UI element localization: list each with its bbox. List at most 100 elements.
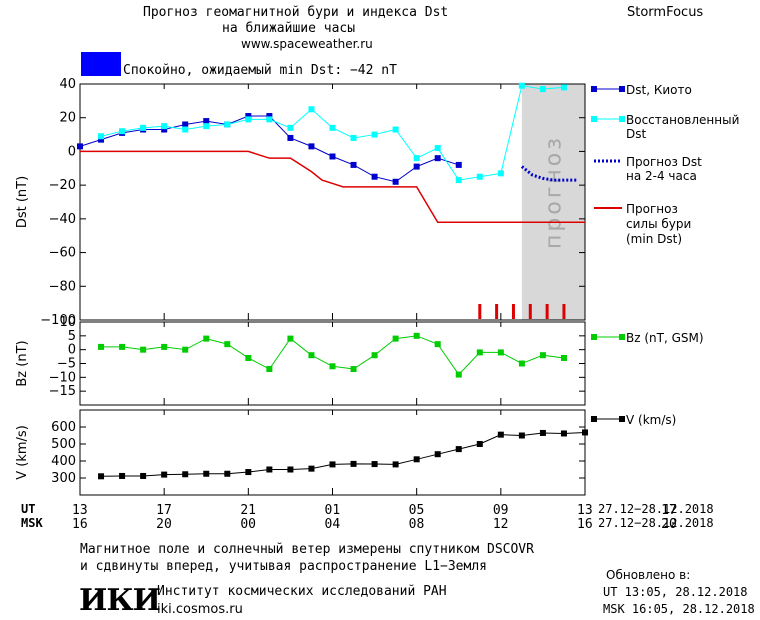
footer-note-2: и сдвинуты вперед, учитывая распростране… [80,559,487,574]
y-axis-label: V (km/s) [15,425,30,480]
x-tick-label-msk: 08 [409,517,425,532]
data-point [371,131,378,138]
series-line [80,150,585,223]
y-tick-label: −20 [49,178,76,193]
x-tick-label-msk: 20 [661,517,677,532]
x-tick-label-ut: 13 [72,503,88,518]
data-point [245,354,252,361]
data-point [455,161,462,168]
y-tick-label: 0 [68,343,76,358]
legend-symbol-bz [591,334,625,340]
legend-square [591,86,597,92]
y-tick-label: −10 [49,370,76,385]
legend-square [619,416,625,422]
legend-dst-restored-2: Dst [626,127,647,141]
data-point [161,343,168,350]
series-dotted-line [520,165,577,182]
x-tick-label-ut: 09 [493,503,509,518]
data-point [413,332,420,339]
legend-square [591,116,597,122]
data-point [266,466,273,473]
legend-dst-forecast: Прогноз Dst [626,155,702,169]
ut-date-range: 27.12−28.12.2018 [598,502,714,516]
data-point [287,466,294,473]
chart-title: Прогноз геомагнитной бури и индекса Dst [143,5,449,20]
msk-date-range: 27.12−28.12.2018 [598,516,714,530]
data-point [329,153,336,160]
legend-square [619,116,625,122]
x-tick-label-msk: 16 [577,517,593,532]
data-point [203,470,210,477]
data-point [161,123,168,130]
data-point [560,430,567,437]
y-tick-label: 5 [68,329,76,344]
legend-dst-restored: Восстановленный [626,113,740,127]
series-line [100,85,564,181]
updated-label: Обновлено в: [606,568,691,582]
x-tick-label-ut: 01 [325,503,341,518]
y-tick-label: 20 [59,111,76,126]
updated-ut: UT 13:05, 28.12.2018 [603,585,748,599]
msk-label: MSK [21,516,43,530]
y-tick-label: 0 [68,144,76,159]
legend-symbol-dst-kyoto [591,86,625,92]
data-point [182,121,189,128]
data-point [245,116,252,123]
y-tick-label: 40 [59,77,76,92]
legend-storm: Прогноз [626,202,678,216]
data-point [287,134,294,141]
institute-site[interactable]: iki.cosmos.ru [157,602,243,617]
data-point [329,124,336,131]
data-point [329,461,336,468]
x-tick-label-ut: 21 [240,503,256,518]
data-point [413,155,420,162]
forecast-label: прогноз [541,135,566,249]
data-point [308,143,315,150]
data-point [182,471,189,478]
data-point [308,352,315,359]
data-point [266,113,273,120]
data-point [434,451,441,458]
y-tick-label: −60 [49,246,76,261]
data-point [392,461,399,468]
forecast-region [521,84,585,320]
data-point [371,352,378,359]
data-point [392,126,399,133]
updated-msk: MSK 16:05, 28.12.2018 [603,602,755,616]
x-tick-label-ut: 05 [409,503,425,518]
data-point [455,177,462,184]
legend-dst-forecast-2: на 2-4 часа [626,169,697,183]
y-tick-label: 400 [51,454,76,469]
site-link[interactable]: www.spaceweather.ru [241,37,373,51]
legend-v: V (km/s) [626,413,677,427]
x-tick-label-ut: 17 [156,503,172,518]
data-point [497,431,504,438]
data-point [539,86,546,93]
data-point [203,123,210,130]
data-point [518,432,525,439]
legend-symbol-dst-restored [591,116,625,122]
x-tick-label-msk: 16 [72,517,88,532]
data-point [371,461,378,468]
legend-bz: Bz (nT, GSM) [626,331,704,345]
data-point [119,472,126,479]
legend-storm-2: силы бури [626,217,692,231]
series-line [101,431,586,477]
data-point [308,465,315,472]
data-point [539,429,546,436]
y-tick-label: 500 [51,437,76,452]
data-point [266,116,273,123]
institute-name: Институт космических исследований РАН [157,584,447,599]
data-point [434,155,441,162]
data-point [119,128,126,135]
y-tick-label: −15 [49,384,76,399]
y-tick-label: 10 [59,315,76,330]
series-line [79,115,459,183]
data-point [245,469,252,476]
data-point [350,161,357,168]
data-point [140,472,147,479]
y-tick-label: −40 [49,212,76,227]
data-point [224,121,231,128]
data-point [371,173,378,180]
